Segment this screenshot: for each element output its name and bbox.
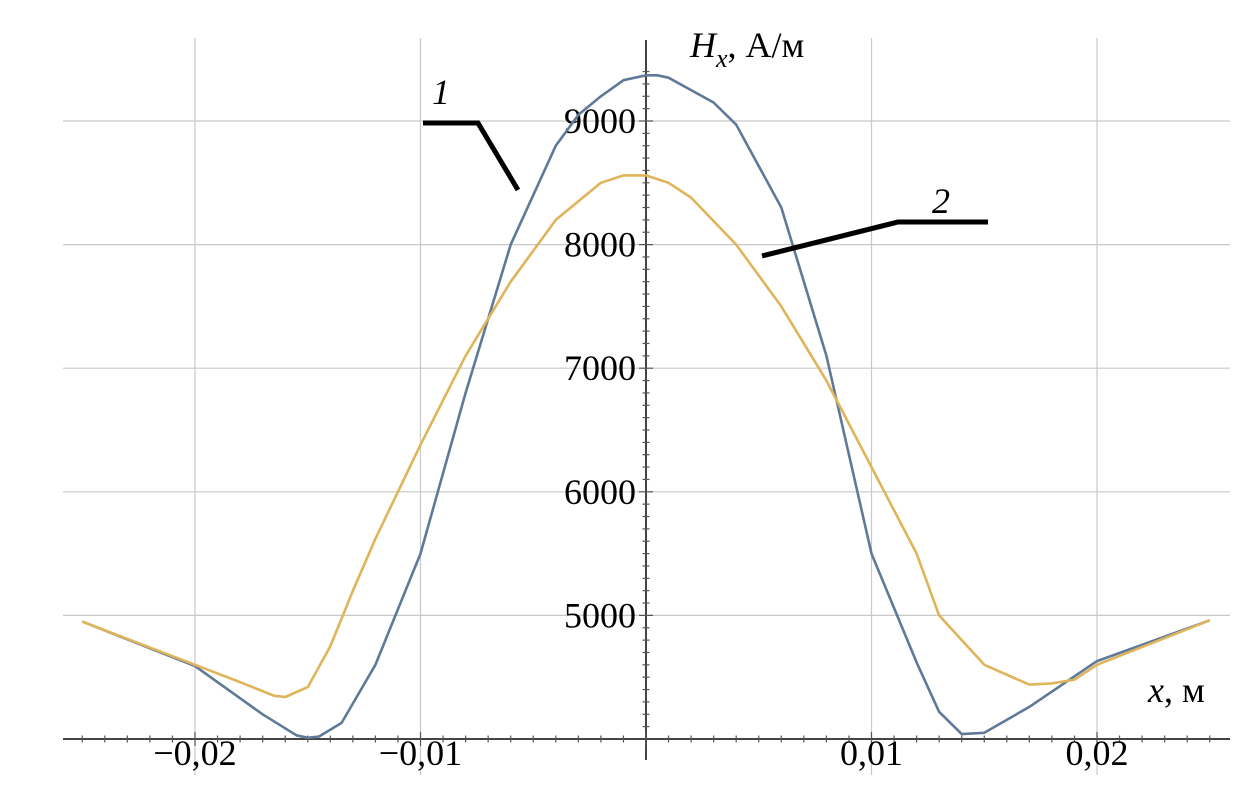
curve-label-2: 2 (932, 181, 950, 221)
y-tick-label: 7000 (564, 348, 636, 388)
curve-label-1: 1 (432, 72, 450, 112)
series (81, 74, 1211, 740)
leader-line-2 (761, 219, 988, 259)
x-tick-label: 0,01 (840, 733, 903, 773)
y-tick-label: 9000 (564, 101, 636, 141)
x-tick-label: 0,02 (1066, 733, 1129, 773)
y-axis-label: Hx, А/м (689, 25, 804, 73)
annotations: 12 (423, 72, 988, 259)
y-tick-label: 8000 (564, 225, 636, 265)
y-tick-label: 6000 (564, 472, 636, 512)
x-tick-label: −0,02 (153, 733, 236, 773)
leader-line-1 (423, 120, 521, 192)
series-line-1 (81, 74, 1211, 740)
ticks: 5000 6000 7000 8000 9000 −0,02 −0,01 0,01 0,02 (81, 70, 1211, 773)
series-line-2 (81, 174, 1211, 699)
x-tick-label: −0,01 (379, 733, 462, 773)
x-axis-label: x, м (1147, 670, 1205, 710)
y-tick-label: 5000 (564, 595, 636, 635)
